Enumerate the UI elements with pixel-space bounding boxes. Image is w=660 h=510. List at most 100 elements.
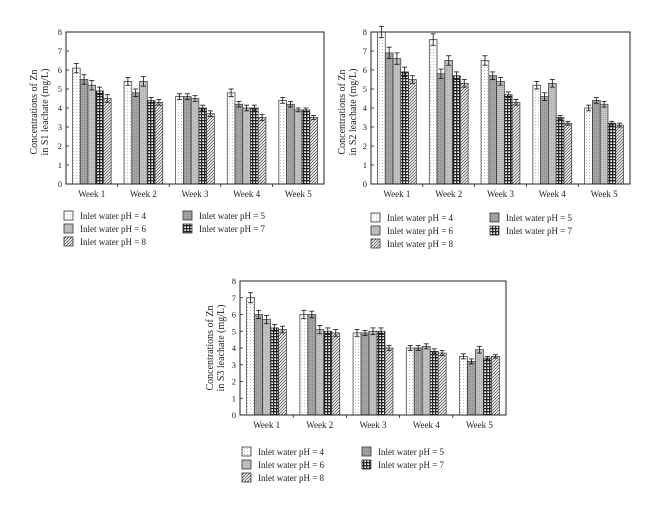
legend-s1-swatch-ph8 [63,236,74,247]
chart-s1-ytick-label: 8 [58,27,62,37]
chart-s3-ytick-label: 6 [232,310,236,320]
legend-s2-swatch-ph5 [489,212,500,223]
legend-s3: Inlet water pH = 4 Inlet water pH = 5 In… [241,446,445,483]
chart-s3-bar [429,351,439,416]
chart-s1-bar [257,117,267,185]
chart-s1-bar [95,90,104,185]
legend-s1-label-ph5: Inlet water pH = 5 [199,211,266,221]
chart-s2-ylabel-line2: in S2 leachate (mg/L) [348,69,359,156]
legend-s2-label-ph5: Inlet water pH = 5 [506,213,573,223]
chart-s2-category-label: Week 5 [591,189,619,199]
legend-s2-swatch-ph7 [489,225,500,236]
chart-s3-ytick-label: 4 [232,343,237,353]
chart-s3-ytick-label: 2 [232,377,236,387]
chart-s3-bars [246,292,500,416]
legend-s3-label-ph6: Inlet water pH = 6 [258,460,325,470]
chart-s1-bar [87,84,97,185]
legend-s2-label-ph6: Inlet water pH = 6 [387,226,454,236]
chart-s1-bar [206,113,215,185]
chart-s2-ytick-label: 4 [363,103,368,113]
chart-s1-ytick-label: 3 [58,122,62,132]
chart-s3-axes: 0 1 2 3 4 5 6 7 8 Week 1 Week 2 Week 3 Week 4 Week 5 [232,276,507,430]
legend-s2-label-ph8: Inlet water pH = 8 [387,239,454,249]
legend-s1-label-ph4: Inlet water pH = 4 [80,211,147,221]
chart-s3-ytick-label: 7 [232,293,236,303]
chart-s1-ytick-label: 7 [58,46,62,56]
chart-s1-bar [242,107,251,185]
legend-s2: Inlet water pH = 4 Inlet water pH = 5 In… [370,212,573,249]
chart-s1-bar [154,101,164,185]
chart-s3-bar [315,329,325,416]
chart-s3-bar [368,330,378,416]
chart-s2-bar [548,82,557,185]
chart-s3-bar [437,352,447,416]
chart-s1-bar [103,98,112,185]
chart-s3-bar [421,345,431,416]
chart-s1-category-label: Week 3 [181,189,209,199]
chart-s2-bar [615,124,624,185]
chart-s2-ytick-label: 3 [363,122,367,132]
chart-s2-bar [511,101,521,185]
chart-s3-ytick-label: 1 [232,393,236,403]
legend-s1-label-ph7: Inlet water pH = 7 [199,224,266,234]
legend-s2-swatch-ph4 [370,212,381,223]
chart-s3-bar [483,357,492,416]
chart-s3-ytick-label: 8 [232,276,236,286]
legend-s3-swatch-ph7 [361,459,372,470]
chart-s2-bar [496,81,505,185]
chart-s2-bar [607,122,617,185]
chart-s2-ytick-label: 2 [363,141,367,151]
chart-s1-bar [190,98,200,185]
chart-s1-bar [301,109,311,185]
legend-s2-swatch-ph8 [370,238,381,249]
chart-s3-bar [376,330,386,416]
chart-s2-bar [444,60,453,185]
chart-s1-bar [139,81,148,185]
chart-s3-bar [270,327,279,416]
chart-s3-bar [246,297,255,416]
chart-s3-bar [323,330,333,416]
chart-s3-bar [254,314,263,416]
chart-s3-category-label: Week 1 [253,420,280,430]
chart-s3-bar [491,356,500,416]
chart-s1-category-label: Week 5 [285,189,313,199]
chart-s2-category-label: Week 2 [435,189,462,199]
chart-s2-bar [540,96,549,185]
chart-s2-bar [408,79,417,185]
chart-s1-category-label: Week 1 [78,189,105,199]
chart-s3-category-label: Week 2 [306,420,333,430]
chart-s1-axes: 0 1 2 3 4 5 6 7 8 Week 1 Week 2 Week 3 Week 4 Week 5 [58,27,325,199]
chart-s2-bar [428,39,438,185]
chart-s2-ytick-label: 0 [363,179,367,189]
legend-s3-swatch-ph5 [361,446,372,457]
chart-s2-ytick-label: 5 [363,84,367,94]
chart-s2-bar [563,122,573,185]
chart-s3-bar [331,332,341,416]
chart-s3-bar [475,349,484,416]
chart-s1-bar [175,96,184,185]
chart-s2-bars [377,25,624,185]
legend-s3-label-ph8: Inlet water pH = 8 [258,473,325,483]
chart-s2-bar [555,117,565,185]
chart-s3-bar [413,347,423,416]
chart-s2-ytick-label: 6 [363,65,367,75]
chart-s1-bar [79,79,89,185]
chart-s2-axes: 0 1 2 3 4 5 6 7 8 Week 1 Week 2 Week 3 Week 4 Week 5 [363,27,631,199]
legend-s3-label-ph5: Inlet water pH = 5 [378,447,445,457]
chart-s2-ytick-label: 7 [363,46,367,56]
chart-s2-bar [460,82,469,185]
chart-s3-category-label: Week 5 [466,420,494,430]
chart-s3-bar [299,314,309,416]
chart-s3-bar [352,332,362,416]
chart-s1-ytick-label: 1 [58,160,62,170]
legend-s1-swatch-ph4 [63,210,74,221]
chart-s1-ytick-label: 0 [58,179,62,189]
chart-s1-category-label: Week 2 [130,189,157,199]
chart-s1-ylabel-line2: in S1 leachate (mg/L) [40,69,51,156]
chart-s2-ylabel-line1: Concentrations of Zn [337,70,348,155]
chart-s1-ytick-label: 4 [58,103,63,113]
legend-s1-label-ph8: Inlet water pH = 8 [80,237,147,247]
